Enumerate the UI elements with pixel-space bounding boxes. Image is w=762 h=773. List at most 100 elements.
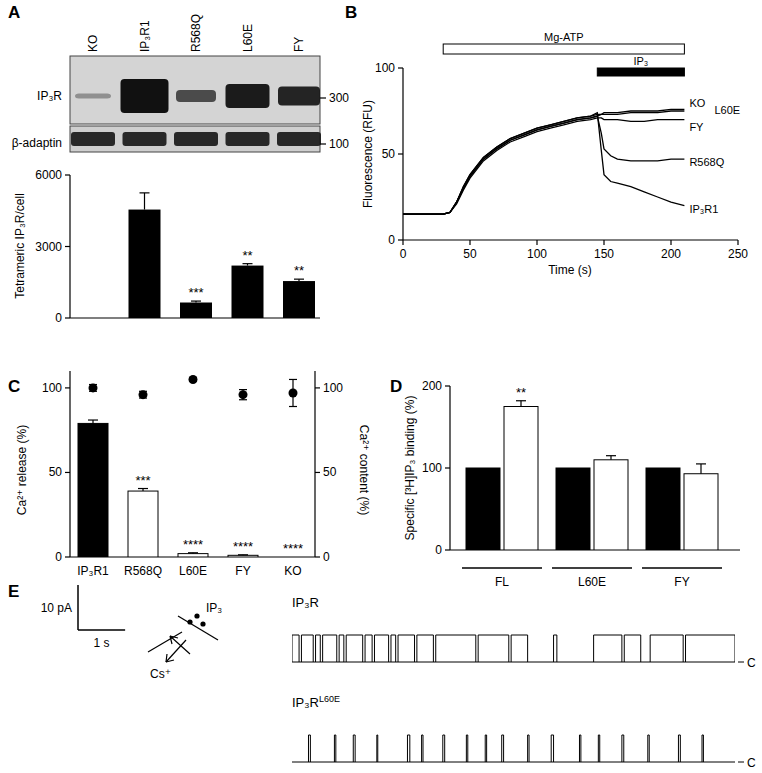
series-line: [403, 118, 684, 214]
bar: [180, 303, 212, 318]
channel-opening: [374, 635, 388, 662]
arrow-head: [170, 636, 178, 644]
arrow-head: [166, 654, 174, 662]
bar: [228, 555, 258, 557]
error-cap: [138, 488, 148, 489]
channel-opening: [398, 635, 414, 662]
tick-label: 6000: [35, 168, 62, 182]
tick-label: 250: [728, 247, 748, 261]
tick-label: 100: [422, 461, 442, 475]
error-cap: [289, 379, 297, 380]
bar: [283, 281, 315, 318]
x-tick: [603, 240, 604, 245]
category-label: FY: [235, 564, 250, 578]
tick-label: 0: [400, 247, 407, 261]
error-bar: [188, 552, 198, 554]
scale-bar: [77, 585, 79, 630]
error-bar: [294, 279, 304, 281]
tick-label: 150: [594, 247, 614, 261]
y-tick: [65, 174, 70, 175]
x-tick: [536, 240, 537, 245]
channel-opening: [301, 635, 313, 662]
y-tick: [65, 246, 70, 247]
error-cap: [239, 399, 247, 400]
panel-letter: B: [345, 3, 357, 22]
channel-opening: [443, 735, 445, 762]
tick-label: 100: [527, 247, 547, 261]
bar: [278, 557, 308, 558]
closed-dash: [738, 762, 744, 763]
channel-opening: [551, 735, 553, 762]
x-tick: [670, 240, 671, 245]
x-axis: [403, 239, 738, 240]
blot-panel: [70, 56, 320, 124]
trace-label: IP₃R: [292, 595, 319, 610]
channel-opening: [365, 635, 372, 662]
y-tick: [398, 239, 403, 240]
scale-label: 10 pA: [41, 601, 72, 615]
channel-opening: [598, 735, 599, 762]
error-cap: [188, 552, 198, 553]
channel-opening: [292, 635, 299, 662]
error-line: [144, 193, 145, 210]
blot-band: [226, 132, 270, 146]
panel-letter: A: [8, 3, 20, 22]
channel-opening: [376, 735, 378, 762]
marker-tick: [320, 143, 326, 144]
blot-band: [174, 132, 218, 146]
blot-band: [277, 132, 321, 146]
background: [0, 0, 762, 773]
channel-opening: [436, 635, 476, 662]
error-cap: [88, 419, 98, 420]
blot-band: [123, 132, 167, 146]
lane-label: L60E: [241, 24, 255, 52]
channel-opening: [579, 735, 580, 762]
error-bar: [138, 489, 148, 492]
significance: ****: [233, 539, 253, 554]
tick-label: 50: [463, 247, 477, 261]
channel-opening: [648, 735, 649, 762]
significance: ***: [188, 285, 203, 300]
channel-opening: [686, 635, 735, 662]
channel-opening: [624, 635, 640, 662]
y-tick: [65, 472, 70, 473]
axis-title: Tetrameric IP₃R/cell: [13, 193, 27, 299]
group-underline: [642, 567, 722, 569]
blot-panel: [70, 126, 320, 152]
channel-opening: [511, 635, 528, 662]
panel-letter: D: [390, 377, 402, 396]
ligand-dot: [187, 619, 192, 624]
x-tick: [737, 240, 738, 245]
axis-title: Fluorescence (RFU): [361, 100, 375, 208]
error-line: [700, 464, 701, 474]
point: [189, 375, 198, 384]
bar: [556, 468, 590, 550]
y-tick: [398, 67, 403, 68]
blot-band: [278, 87, 320, 106]
category-label: IP₃R1: [77, 564, 109, 578]
category-label: FL: [495, 575, 509, 589]
series-label: L60E: [714, 104, 740, 116]
tick-label: 3000: [35, 240, 62, 254]
blot-band: [75, 94, 111, 99]
channel-opening: [323, 635, 337, 662]
series-line: [403, 116, 684, 214]
group-underline: [552, 567, 632, 569]
panel-letter: E: [8, 582, 19, 601]
significance: ****: [283, 541, 303, 556]
ligand-dot: [194, 613, 199, 618]
error-bar: [191, 301, 201, 302]
bar: [232, 266, 264, 318]
trace-label: IP₃RL60E: [292, 694, 340, 710]
marker-label: 100: [329, 137, 349, 151]
channel-opening: [422, 735, 423, 762]
marker-label: 300: [329, 91, 349, 105]
diagram-label: Cs⁺: [150, 667, 171, 681]
y2-tick: [315, 556, 320, 557]
y-tick: [65, 556, 70, 557]
closed-dash: [738, 662, 744, 663]
blot-band: [176, 90, 216, 102]
point: [89, 383, 98, 392]
arrow: [166, 640, 186, 662]
channel-opening: [334, 735, 335, 762]
